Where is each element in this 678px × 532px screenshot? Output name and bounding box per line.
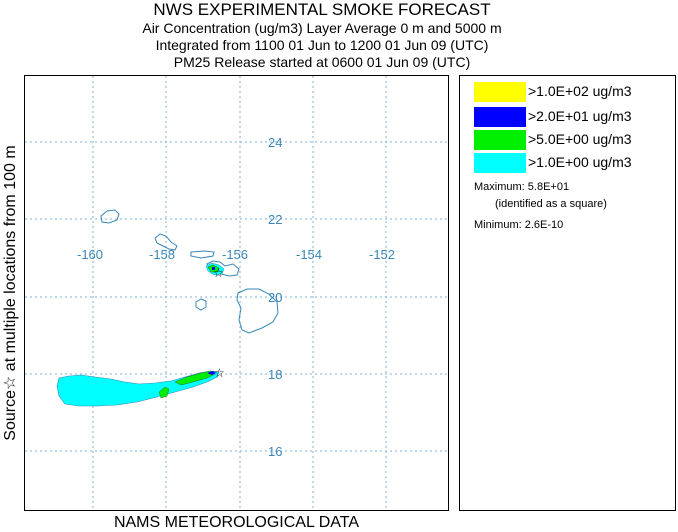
- plume-main-green-a: [174, 370, 216, 386]
- legend-item: >1.0E+00 ug/m3: [474, 153, 674, 173]
- plume-main-cyan: [56, 370, 220, 407]
- legend-swatch-cyan: [474, 153, 526, 173]
- plume-main-blue: [207, 371, 216, 375]
- source-star-icon: ☆: [213, 266, 224, 280]
- lat-label-24: 24: [268, 135, 282, 150]
- meteorological-data-label: NAMS METEOROLOGICAL DATA: [113, 514, 360, 531]
- island-kauai: [100, 209, 120, 224]
- island-kahoolawe: [195, 298, 207, 311]
- lat-label-18: 18: [268, 367, 282, 382]
- minimum-value: Minimum: 2.6E-10: [474, 219, 564, 231]
- legend-swatch-green: [474, 130, 526, 150]
- lat-label-22: 22: [268, 212, 282, 227]
- island-hawaii: [236, 288, 279, 334]
- subtitle-concentration: Air Concentration (ug/m3) Layer Average …: [142, 20, 502, 36]
- subtitle-release: PM25 Release started at 0600 01 Jun 09 (…: [173, 54, 471, 70]
- lat-label-16: 16: [268, 444, 282, 459]
- lat-label-20: 20: [268, 290, 282, 305]
- legend-label: >1.0E+02 ug/m3: [528, 83, 632, 99]
- page-title: NWS EXPERIMENTAL SMOKE FORECAST: [153, 0, 491, 19]
- legend-swatch-blue: [474, 107, 526, 127]
- lon-label-160: -160: [77, 247, 103, 262]
- island-oahu: [154, 233, 178, 251]
- legend-item: >2.0E+01 ug/m3: [474, 107, 674, 127]
- map-panel: 24 22 20 18 16 -160 -158 -156 -154 -152 …: [24, 75, 449, 511]
- legend-label: >5.0E+00 ug/m3: [528, 131, 632, 147]
- legend-item: >5.0E+00 ug/m3: [474, 130, 674, 150]
- legend-label: >1.0E+00 ug/m3: [528, 154, 632, 170]
- maximum-note: (identified as a square): [495, 198, 607, 210]
- source-star-icon: ☆: [214, 366, 225, 380]
- lon-label-158: -158: [149, 247, 175, 262]
- subtitle-integration: Integrated from 1100 01 Jun to 1200 01 J…: [155, 37, 489, 53]
- island-molokai: [190, 250, 215, 259]
- legend-item: >1.0E+02 ug/m3: [474, 82, 674, 102]
- source-side-label: Source☆ at multiple locations from 100 m: [2, 145, 19, 441]
- map-canvas: 24 22 20 18 16 -160 -158 -156 -154 -152 …: [25, 76, 448, 510]
- lon-label-156: -156: [222, 247, 248, 262]
- plume-maui-max: [212, 267, 215, 270]
- legend-swatch-yellow: [474, 82, 526, 102]
- plume-main-green-b: [158, 386, 170, 399]
- legend-label: >2.0E+01 ug/m3: [528, 108, 632, 124]
- lon-label-154: -154: [296, 247, 322, 262]
- maximum-value: Maximum: 5.8E+01: [474, 181, 570, 193]
- legend-panel: >1.0E+02 ug/m3 >2.0E+01 ug/m3 >5.0E+00 u…: [459, 75, 676, 511]
- lon-label-152: -152: [369, 247, 395, 262]
